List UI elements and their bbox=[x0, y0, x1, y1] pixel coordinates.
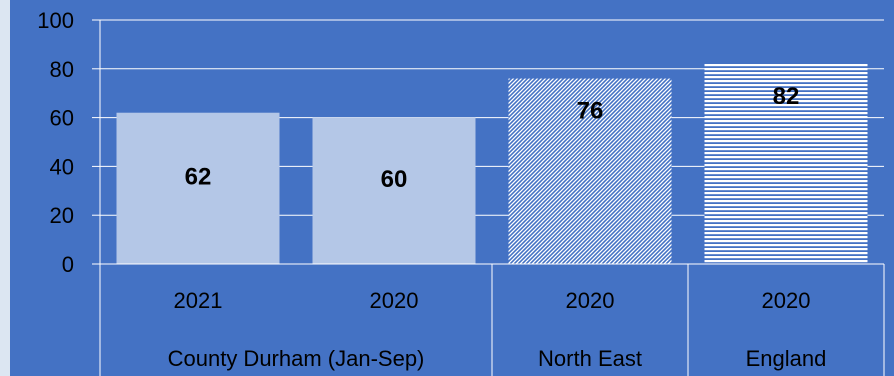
left-strip bbox=[0, 0, 10, 376]
y-tick-label: 0 bbox=[62, 252, 74, 277]
y-tick-label: 20 bbox=[50, 203, 74, 228]
bar-layer bbox=[116, 63, 868, 264]
label-layer: 62 60 76 82 bbox=[185, 83, 800, 193]
bar-1 bbox=[312, 117, 476, 264]
axis-layer: 0 20 40 60 80 100 2021 2020 2020 2020 County Durha… bbox=[37, 8, 885, 376]
bar-2 bbox=[508, 78, 672, 264]
x-tick-label: 2020 bbox=[762, 288, 811, 313]
bar-0 bbox=[116, 112, 280, 264]
bar-3 bbox=[704, 63, 868, 264]
data-label: 82 bbox=[773, 83, 800, 110]
y-tick-label: 40 bbox=[50, 154, 74, 179]
x-tick-label: 2021 bbox=[174, 288, 223, 313]
y-tick-label: 100 bbox=[37, 8, 74, 33]
data-label: 62 bbox=[185, 163, 212, 190]
y-tick-label: 80 bbox=[50, 57, 74, 82]
y-tick-label: 60 bbox=[50, 106, 74, 131]
group-label: County Durham (Jan-Sep) bbox=[168, 346, 425, 371]
data-label: 60 bbox=[381, 166, 408, 193]
group-label: England bbox=[746, 346, 827, 371]
group-label: North East bbox=[538, 346, 642, 371]
x-tick-label: 2020 bbox=[566, 288, 615, 313]
x-tick-label: 2020 bbox=[370, 288, 419, 313]
data-label: 76 bbox=[577, 98, 604, 125]
